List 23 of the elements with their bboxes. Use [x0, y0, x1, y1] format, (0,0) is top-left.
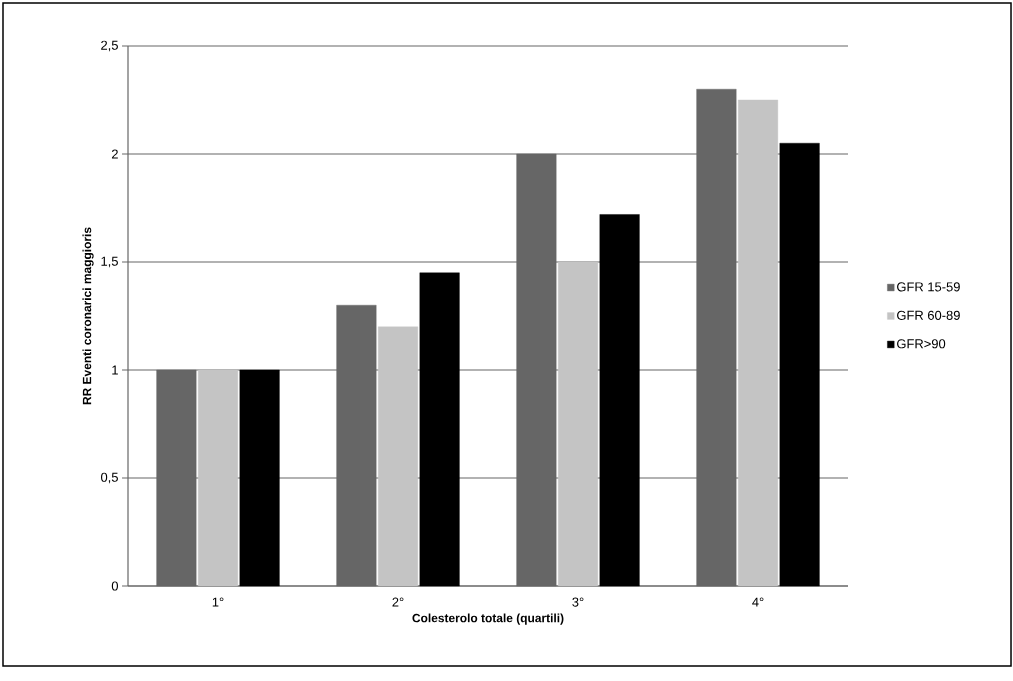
y-tick-label: 1	[112, 365, 118, 375]
legend-label: GFR 60-89	[897, 310, 960, 320]
bar	[779, 143, 820, 587]
bar	[558, 261, 598, 587]
y-tick-label: 1,5	[101, 256, 118, 268]
x-tick-label: 1°	[212, 597, 224, 607]
legend-label: GFR>90	[897, 339, 946, 349]
y-tick-label: 2	[111, 149, 118, 159]
y-axis-title: RR Eventi coronarici maggioris	[82, 227, 94, 405]
bar	[738, 99, 779, 587]
x-tick-label: 4°	[752, 597, 764, 607]
y-tick-label: 0,5	[101, 472, 118, 484]
bar	[599, 214, 640, 587]
bar	[419, 272, 460, 587]
y-tick-label: 0	[111, 581, 118, 591]
bar	[198, 369, 238, 587]
bar	[239, 369, 280, 587]
y-tick-label: 2,5	[101, 40, 118, 52]
legend-label: GFR 15-59	[897, 282, 960, 292]
bar	[378, 326, 418, 587]
x-tick-label: 3°	[572, 597, 584, 607]
x-axis-title: Colesterolo totale (quartili)	[412, 613, 564, 625]
x-tick-label: 2°	[392, 597, 404, 607]
